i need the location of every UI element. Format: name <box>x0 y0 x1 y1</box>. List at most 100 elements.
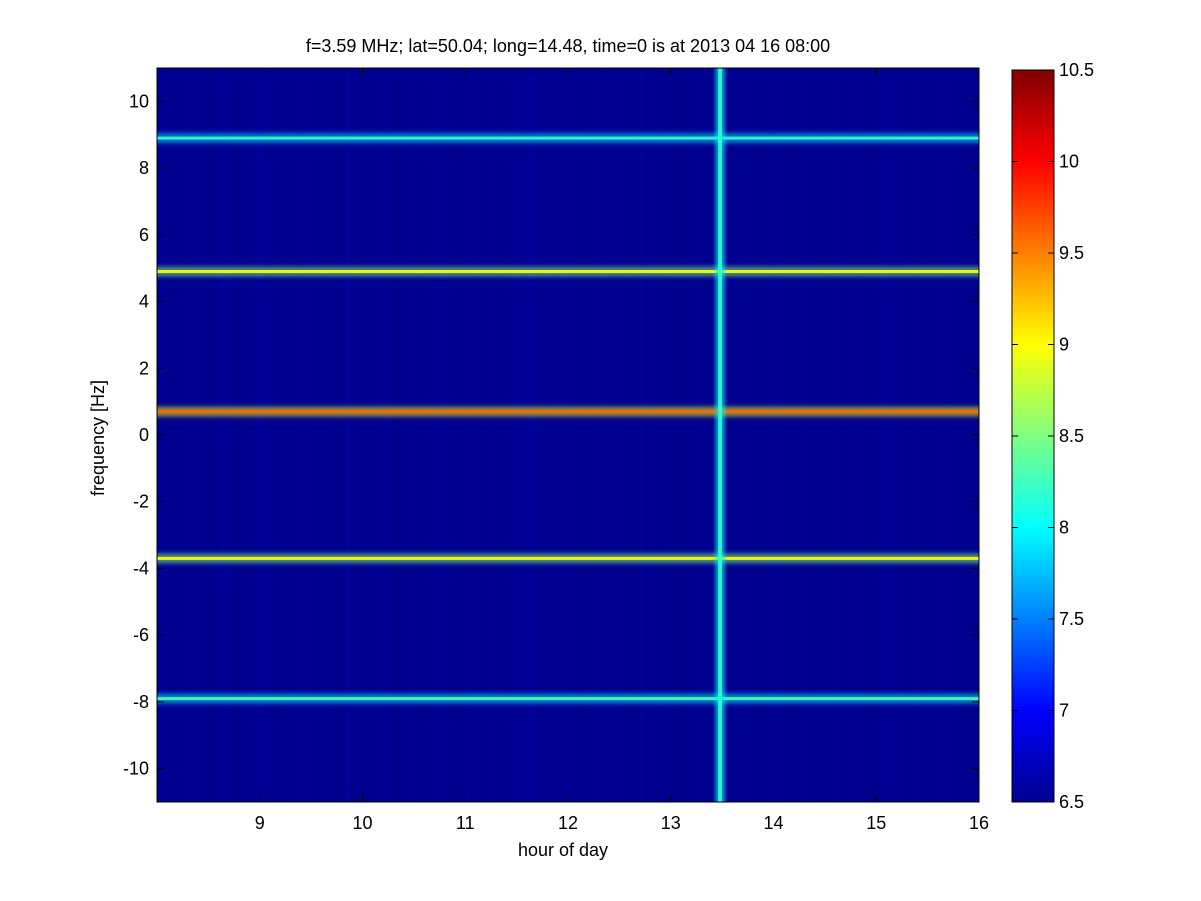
noise-streak <box>267 68 269 802</box>
noise-streak <box>902 68 904 802</box>
y-tick-label: -10 <box>123 759 149 779</box>
y-axis-label: frequency [Hz] <box>88 380 108 496</box>
noise-streak <box>230 68 232 802</box>
chart-title: f=3.59 MHz; lat=50.04; long=14.48, time=… <box>306 36 830 56</box>
noise-streak <box>806 68 808 802</box>
noise-streak <box>897 68 898 802</box>
noise-streak <box>283 68 285 802</box>
noise-streak <box>566 68 568 802</box>
noise-streak <box>295 68 297 802</box>
colorbar-tick-label: 7.5 <box>1059 609 1084 629</box>
noise-streak <box>605 68 607 802</box>
noise-streak <box>360 68 362 802</box>
noise-streak <box>759 68 761 802</box>
noise-streak <box>862 68 864 802</box>
noise-streak <box>591 68 593 802</box>
noise-streak <box>423 68 424 802</box>
noise-streak <box>386 68 388 802</box>
noise-streak <box>553 68 555 802</box>
noise-streak <box>640 68 642 802</box>
noise-streak <box>598 68 600 802</box>
noise-streak <box>652 68 654 802</box>
noise-streak <box>198 68 200 802</box>
noise-streak <box>376 68 378 802</box>
noise-streak <box>209 68 211 802</box>
noise-streak <box>434 68 436 802</box>
noise-streak <box>206 68 208 802</box>
noise-streak <box>379 68 381 802</box>
frequency-trace <box>157 136 979 140</box>
noise-streak <box>487 68 489 802</box>
y-tick-label: 6 <box>139 225 149 245</box>
noise-streak <box>601 68 603 802</box>
x-tick-label: 10 <box>352 813 372 833</box>
noise-streak <box>532 68 533 802</box>
noise-streak <box>440 68 442 802</box>
noise-streak <box>566 68 568 802</box>
noise-streak <box>221 68 223 802</box>
noise-streak <box>408 68 410 802</box>
noise-streak <box>945 68 947 802</box>
noise-streak <box>549 68 551 802</box>
noise-streak <box>893 68 895 802</box>
noise-streak <box>199 68 201 802</box>
noise-streak <box>839 68 841 802</box>
noise-streak <box>850 68 852 802</box>
noise-streak <box>836 68 838 802</box>
noise-streak <box>489 68 491 802</box>
noise-streak <box>804 68 806 802</box>
y-tick-label: 8 <box>139 158 149 178</box>
spectrogram-layer <box>157 68 979 802</box>
noise-streak <box>471 68 473 802</box>
noise-streak <box>560 68 562 802</box>
noise-streak <box>638 68 640 802</box>
noise-streak <box>346 68 348 802</box>
noise-streak <box>885 68 887 802</box>
noise-streak <box>345 68 347 802</box>
noise-streak <box>540 68 542 802</box>
frequency-trace <box>157 410 979 414</box>
noise-streak <box>228 68 230 802</box>
noise-streak <box>521 68 523 802</box>
y-tick-label: 4 <box>139 292 149 312</box>
noise-streak <box>606 68 608 802</box>
noise-streak <box>526 68 528 802</box>
x-tick-label: 13 <box>661 813 681 833</box>
x-tick-label: 16 <box>969 813 989 833</box>
noise-streak <box>224 68 226 802</box>
noise-streak <box>348 68 350 802</box>
colorbar <box>1011 69 1055 803</box>
noise-streak <box>527 68 529 802</box>
noise-streak <box>942 68 944 802</box>
noise-streak <box>956 68 958 802</box>
noise-streak <box>918 68 920 802</box>
noise-streak <box>477 68 479 802</box>
x-tick-label: 12 <box>558 813 578 833</box>
noise-streak <box>569 68 571 802</box>
noise-streak <box>709 68 711 802</box>
noise-streak <box>227 68 229 802</box>
noise-streak <box>826 68 828 802</box>
y-tick-label: 10 <box>129 91 149 111</box>
noise-streak <box>555 68 557 802</box>
noise-streak <box>255 68 257 802</box>
noise-streak <box>641 68 643 802</box>
noise-streak <box>196 68 198 802</box>
noise-streak <box>258 68 260 802</box>
colorbar-tick-label: 7 <box>1059 701 1069 721</box>
noise-streak <box>693 68 695 802</box>
noise-streak <box>856 68 858 802</box>
noise-streak <box>625 68 626 802</box>
noise-streak <box>415 68 417 802</box>
noise-streak <box>292 68 294 802</box>
noise-streak <box>816 68 818 802</box>
noise-streak <box>537 68 539 802</box>
noise-streak <box>947 68 949 802</box>
noise-streak <box>528 68 530 802</box>
y-tick-label: -6 <box>133 625 149 645</box>
noise-streak <box>301 68 303 802</box>
noise-streak <box>265 68 267 802</box>
noise-streak <box>251 68 253 802</box>
colorbar-tick-label: 6.5 <box>1059 792 1084 812</box>
